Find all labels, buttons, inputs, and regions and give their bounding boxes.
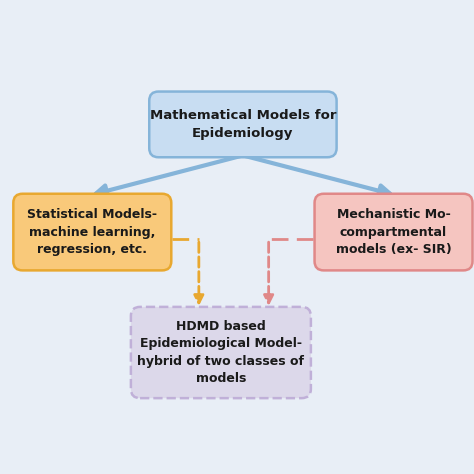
Text: Mechanistic Mo-
compartmental
models (ex- SIR): Mechanistic Mo- compartmental models (ex… bbox=[336, 208, 451, 256]
Text: HDMD based
Epidemiological Model-
hybrid of two classes of
models: HDMD based Epidemiological Model- hybrid… bbox=[137, 320, 304, 385]
FancyBboxPatch shape bbox=[13, 194, 171, 270]
FancyBboxPatch shape bbox=[315, 194, 473, 270]
Text: Statistical Models-
machine learning,
regression, etc.: Statistical Models- machine learning, re… bbox=[27, 208, 157, 256]
FancyBboxPatch shape bbox=[149, 91, 337, 157]
Text: Mathematical Models for
Epidemiology: Mathematical Models for Epidemiology bbox=[150, 109, 336, 140]
FancyBboxPatch shape bbox=[131, 307, 311, 398]
